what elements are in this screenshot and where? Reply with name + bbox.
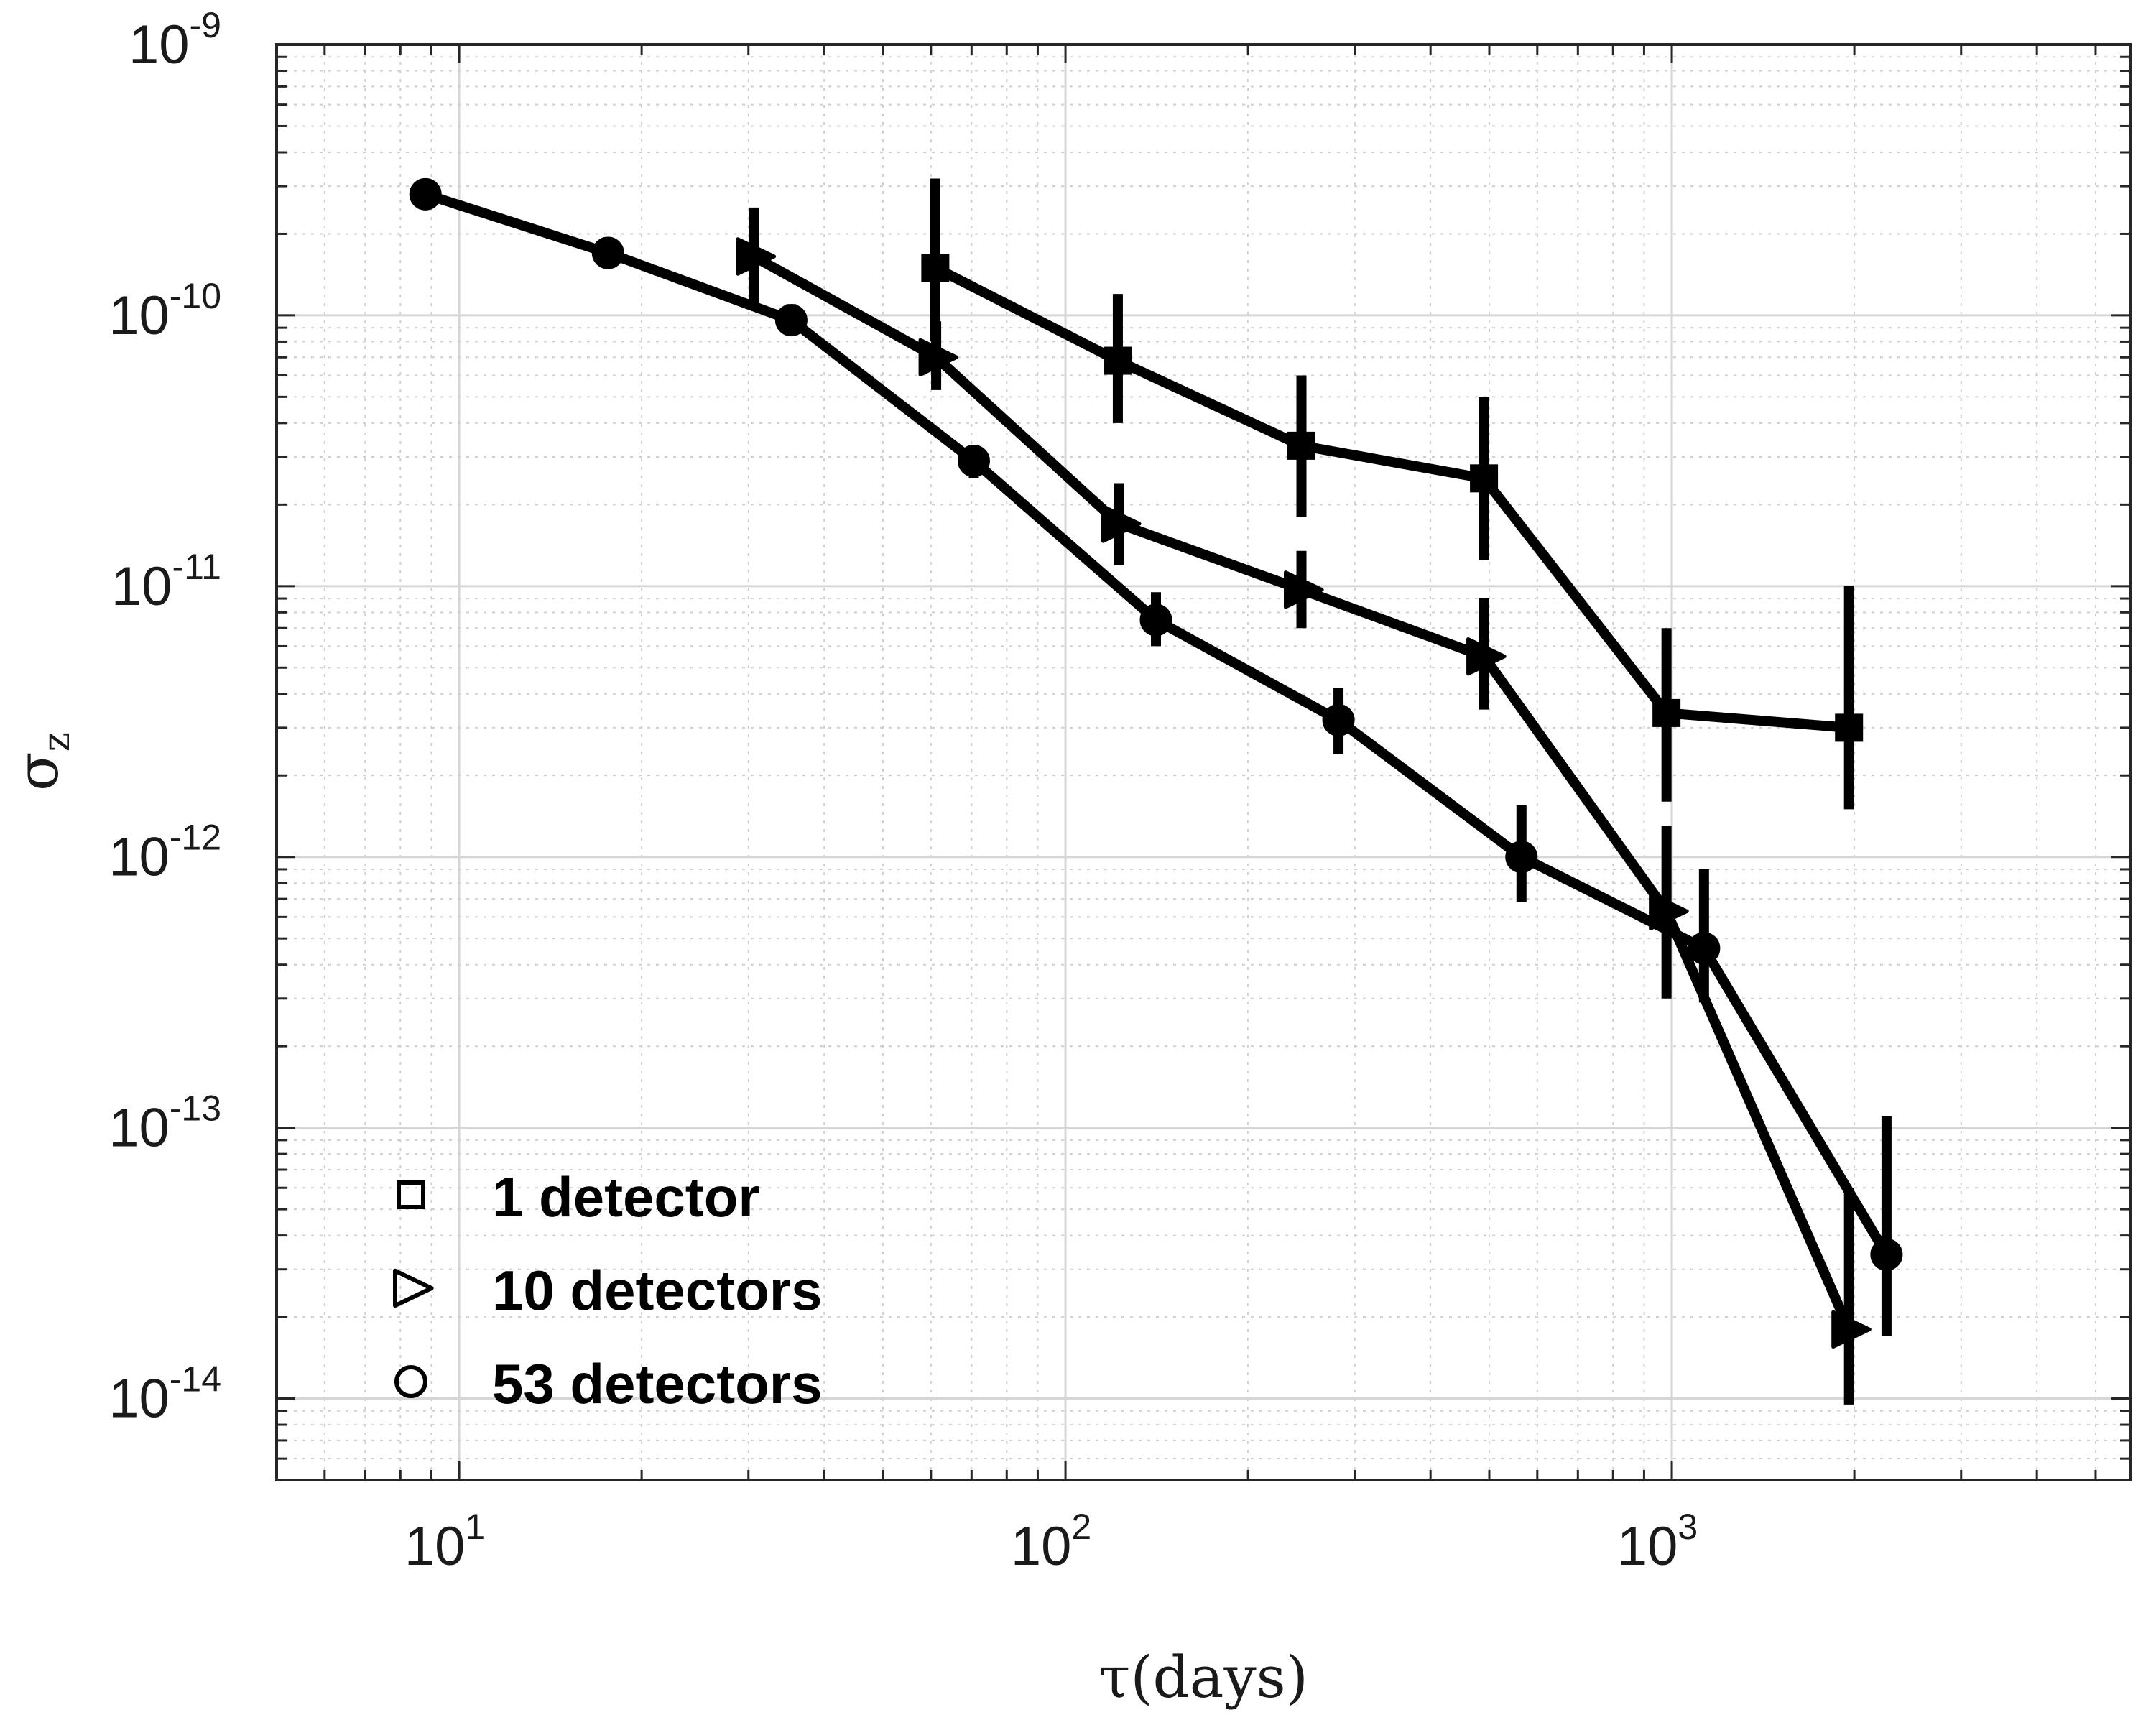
x-tick-base: 10 — [404, 1516, 466, 1577]
legend-item: 53 detectors — [394, 1352, 823, 1415]
data-point-circle — [1870, 1238, 1903, 1271]
y-tick-label: 10-9 — [129, 5, 221, 75]
data-point-triangle-right — [1101, 504, 1142, 543]
data-point-square — [1287, 431, 1316, 460]
x-tick-label: 101 — [404, 1507, 485, 1577]
y-tick-base: 10 — [108, 1369, 170, 1430]
data-point-circle — [591, 236, 624, 269]
y-tick-base: 10 — [108, 827, 170, 888]
y-tick-label: 10-13 — [108, 1088, 221, 1159]
data-point-triangle-right — [1284, 570, 1324, 609]
y-tick-exponent: -10 — [170, 276, 221, 316]
data-point-square — [1652, 698, 1681, 727]
series-circle — [409, 177, 1903, 1336]
y-axis-label-subscript: z — [35, 732, 78, 752]
x-tick-label: 103 — [1617, 1507, 1698, 1577]
data-point-triangle-right — [918, 338, 959, 376]
x-tick-exponent: 1 — [465, 1507, 485, 1547]
data-point-square — [921, 254, 950, 282]
svg-text:σz: σz — [4, 732, 78, 791]
legend-marker-circle — [394, 1365, 427, 1398]
data-point-square — [1470, 464, 1499, 493]
data-point-triangle-right — [1649, 892, 1689, 931]
y-tick-exponent: -13 — [170, 1088, 221, 1129]
x-tick-base: 10 — [1011, 1516, 1072, 1577]
y-axis-label-symbol: σ — [4, 752, 71, 791]
series-triangle-right — [736, 207, 1872, 1405]
data-point-circle — [1505, 841, 1538, 874]
x-tick-exponent: 3 — [1678, 1507, 1698, 1547]
data-point-circle — [774, 304, 808, 337]
legend: 1 detector 10 detectors 53 detectors — [393, 1165, 823, 1415]
legend-marker-triangle-right — [393, 1268, 434, 1308]
y-tick-exponent: -12 — [170, 818, 221, 858]
y-tick-exponent: -11 — [172, 547, 221, 587]
y-tick-base: 10 — [108, 285, 170, 346]
series-layer — [409, 177, 1903, 1405]
y-tick-label: 10-12 — [108, 818, 221, 888]
x-tick-exponent: 2 — [1071, 1507, 1091, 1547]
data-point-circle — [1688, 932, 1721, 965]
legend-item: 1 detector — [397, 1165, 760, 1229]
y-tick-exponent: -14 — [170, 1359, 221, 1400]
y-axis-label: σz — [4, 732, 78, 791]
data-point-square — [1835, 713, 1864, 742]
data-point-triangle-right — [1831, 1310, 1872, 1349]
plot-border — [275, 43, 2132, 1481]
series-square — [921, 178, 1864, 810]
data-point-circle — [409, 177, 442, 211]
y-tick-base: 10 — [129, 14, 190, 75]
legend-marker-square — [397, 1180, 425, 1209]
data-point-square — [1104, 346, 1132, 375]
x-tick-base: 10 — [1617, 1516, 1678, 1577]
y-tick-exponent: -9 — [190, 5, 221, 45]
legend-label: 1 detector — [492, 1165, 760, 1229]
y-tick-label: 10-11 — [111, 547, 221, 617]
y-tick-label: 10-14 — [108, 1359, 221, 1430]
series-line — [930, 262, 1854, 733]
legend-item: 10 detectors — [393, 1259, 823, 1322]
data-point-circle — [1139, 604, 1172, 637]
x-axis-label: τ(days) — [1098, 1644, 1308, 1711]
data-point-triangle-right — [736, 237, 777, 276]
data-point-circle — [957, 445, 990, 478]
y-tick-label: 10-10 — [108, 276, 221, 346]
data-point-circle — [1322, 703, 1355, 736]
y-tick-base: 10 — [111, 556, 172, 617]
plot-frame — [275, 43, 2132, 1481]
y-tick-base: 10 — [108, 1098, 170, 1159]
x-tick-label: 102 — [1011, 1507, 1091, 1577]
x-axis-label-text: τ(days) — [1098, 1644, 1308, 1711]
data-point-triangle-right — [1466, 637, 1507, 676]
legend-label: 10 detectors — [492, 1259, 823, 1322]
legend-label: 53 detectors — [492, 1352, 823, 1415]
